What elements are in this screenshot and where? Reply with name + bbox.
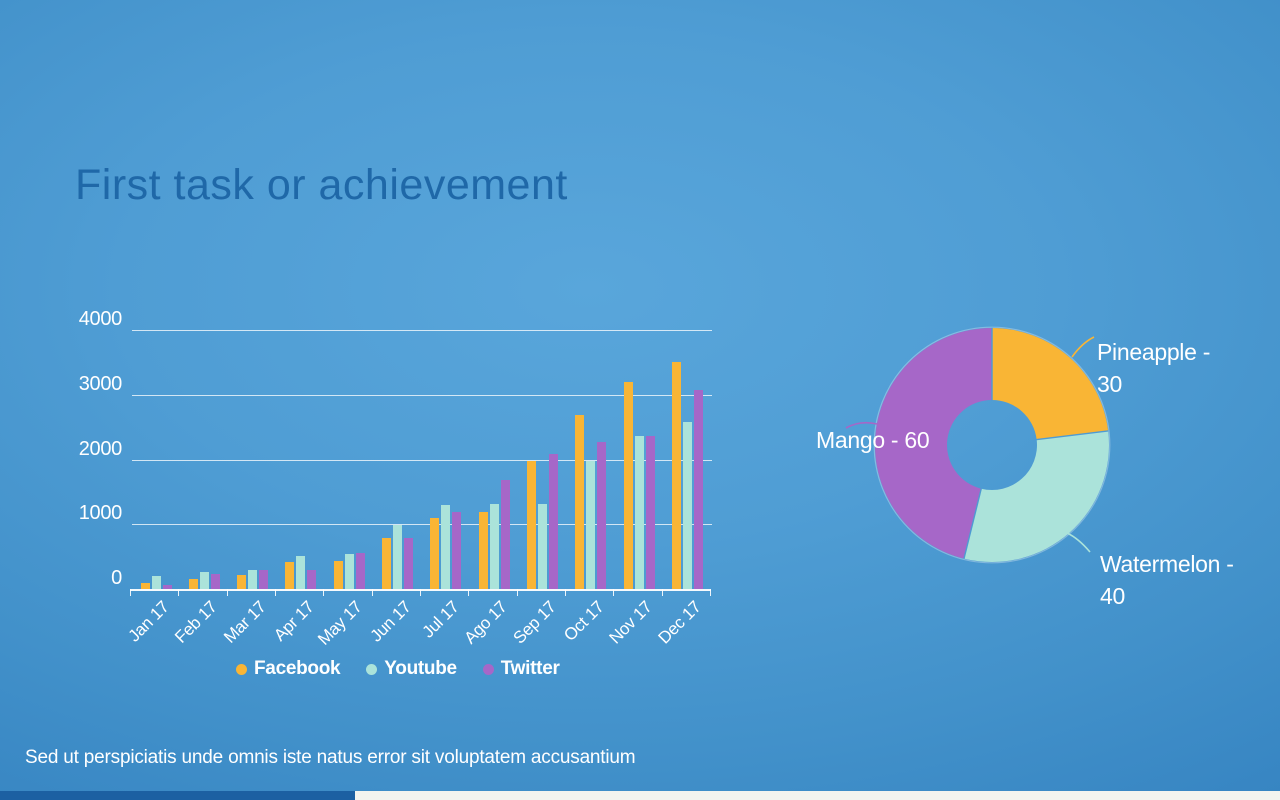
- axis-tick: [468, 589, 470, 596]
- bar-chart: 4000 3000 2000 1000 0 Jan 17 Feb 17 Mar 17 Apr 1…: [70, 300, 750, 720]
- y-axis-label: 0: [111, 567, 122, 589]
- bar-facebook-ago-17: [478, 511, 488, 589]
- progress-fill: [0, 791, 355, 800]
- bar-youtube-may-17: [344, 554, 354, 589]
- footer-text: Sed ut perspiciatis unde omnis iste natu…: [25, 747, 636, 768]
- bar-twitter-sep-17: [549, 454, 559, 589]
- bar-twitter-jan-17: [162, 585, 172, 589]
- bar-facebook-may-17: [333, 561, 343, 589]
- callout-line-watermelon: [1066, 532, 1091, 553]
- callout-line-pineapple: [1071, 336, 1095, 358]
- bar-youtube-oct-17: [586, 461, 596, 589]
- axis-tick: [130, 589, 131, 596]
- bar-chart-legend: Facebook Youtube Twitter: [236, 658, 560, 680]
- donut-slice-pineapple: [992, 328, 1109, 440]
- bar-twitter-feb-17: [210, 574, 220, 589]
- bar-youtube-apr-17: [296, 555, 306, 589]
- bar-twitter-may-17: [355, 553, 365, 589]
- y-axis-label: 3000: [78, 372, 123, 395]
- bar-facebook-dec-17: [672, 362, 682, 589]
- legend-item-twitter: Twitter: [482, 658, 560, 680]
- donut-label-watermelon: Watermelon - 40: [1100, 551, 1234, 609]
- donut-label-mango: Mango - 60: [816, 427, 930, 453]
- bar-youtube-sep-17: [538, 503, 548, 589]
- bar-facebook-nov-17: [623, 382, 633, 589]
- legend-dot: [236, 663, 247, 675]
- bar-facebook-oct-17: [575, 415, 585, 589]
- bar-youtube-ago-17: [489, 504, 499, 589]
- axis-tick: [661, 589, 663, 596]
- axis-tick: [178, 589, 180, 596]
- gridline: [132, 394, 712, 396]
- donut-slice-separator: [1035, 430, 1110, 441]
- progress-track: [355, 791, 1280, 800]
- legend-dot: [366, 663, 378, 675]
- axis-tick: [274, 589, 276, 596]
- donut-chart: Pineapple - 30 Mango - 60 Watermelon - 4…: [790, 315, 1270, 615]
- bar-twitter-nov-17: [645, 435, 655, 589]
- bar-youtube-nov-17: [634, 435, 644, 589]
- gridline: [132, 330, 712, 331]
- gridline: [132, 459, 712, 461]
- axis-tick: [371, 589, 373, 596]
- donut-svg: [845, 326, 1111, 564]
- bar-youtube-mar-17: [248, 569, 258, 589]
- callout-line-mango: [845, 421, 878, 429]
- y-axis-label: 1000: [78, 502, 123, 525]
- donut-outer-rim: [873, 326, 1111, 564]
- gridline: [132, 524, 712, 526]
- axis-tick: [226, 589, 228, 596]
- bar-twitter-oct-17: [597, 442, 607, 589]
- bar-facebook-mar-17: [237, 575, 247, 589]
- bar-facebook-sep-17: [527, 461, 537, 589]
- legend-item-youtube: Youtube: [366, 658, 457, 680]
- axis-tick: [709, 589, 711, 596]
- bar-twitter-jun-17: [404, 538, 414, 589]
- bar-twitter-dec-17: [694, 389, 704, 589]
- y-axis-label: 4000: [78, 308, 123, 330]
- axis-tick: [419, 589, 421, 596]
- donut-slice-mango: [875, 328, 992, 559]
- y-axis-label: 2000: [78, 437, 123, 460]
- legend-item-facebook: Facebook: [236, 658, 341, 680]
- bar-youtube-dec-17: [683, 421, 693, 589]
- bar-youtube-jul-17: [441, 504, 451, 589]
- donut-label-pineapple: Pineapple - 30: [1097, 339, 1211, 397]
- bar-twitter-ago-17: [500, 480, 510, 589]
- axis-tick: [613, 589, 615, 596]
- legend-dot: [482, 663, 494, 675]
- slide-title: First task or achievement: [75, 161, 568, 209]
- bar-facebook-feb-17: [188, 579, 198, 589]
- progress-bar: [0, 791, 1280, 800]
- axis-tick: [564, 589, 566, 596]
- bar-facebook-jul-17: [430, 518, 440, 589]
- bar-twitter-mar-17: [259, 569, 269, 589]
- axis-tick: [516, 589, 518, 596]
- bar-facebook-jun-17: [382, 537, 392, 589]
- donut-slice-separator: [963, 487, 983, 560]
- bar-facebook-apr-17: [285, 562, 295, 589]
- bar-twitter-apr-17: [307, 569, 317, 589]
- axis-tick: [323, 589, 325, 596]
- bar-youtube-feb-17: [199, 572, 209, 589]
- legend-label: Youtube: [384, 658, 457, 679]
- bar-youtube-jan-17: [151, 576, 161, 589]
- legend-label: Twitter: [500, 658, 560, 679]
- bar-youtube-jun-17: [393, 524, 403, 589]
- bar-twitter-jul-17: [452, 511, 462, 589]
- legend-label: Facebook: [254, 658, 341, 679]
- donut-slice-watermelon: [964, 430, 1110, 563]
- bar-facebook-jan-17: [140, 582, 150, 589]
